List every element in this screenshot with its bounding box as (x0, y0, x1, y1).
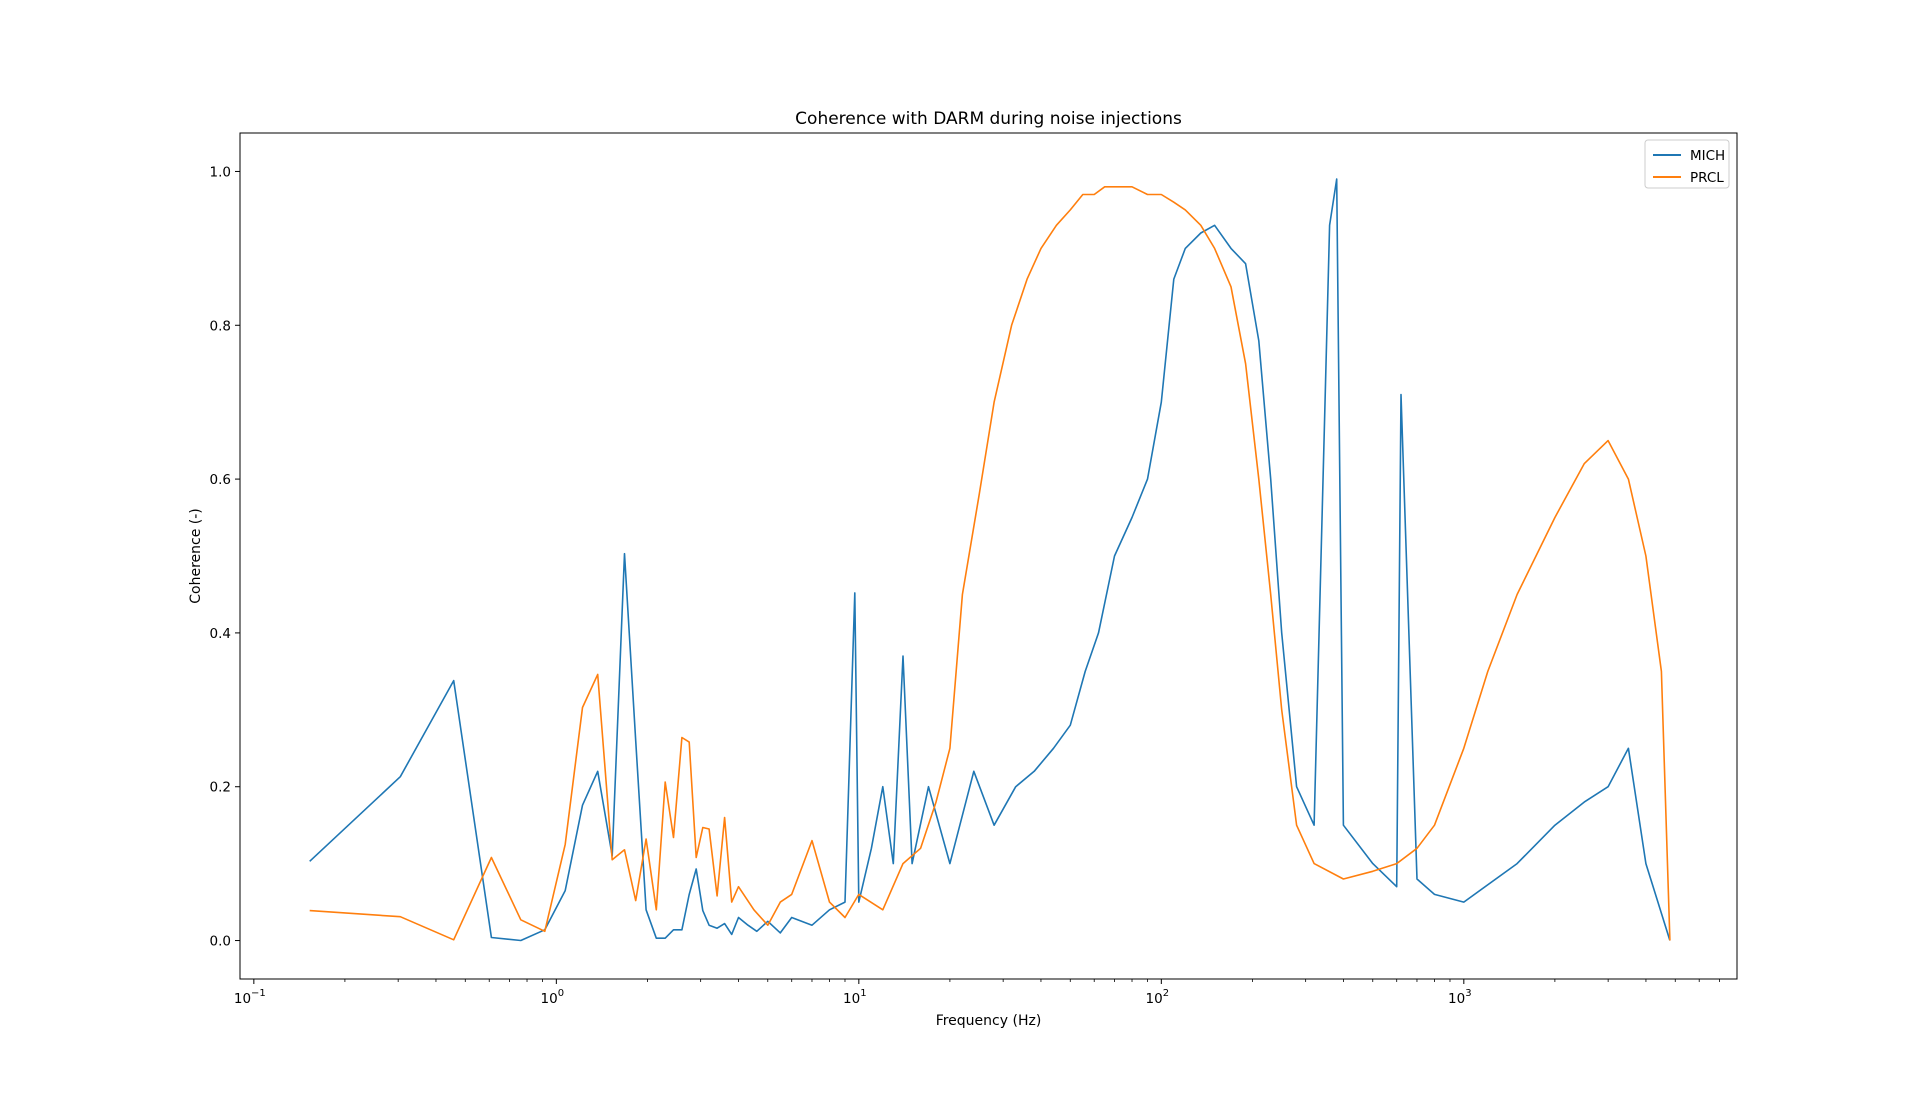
x-axis-label: Frequency (Hz) (936, 1013, 1042, 1029)
chart-title: Coherence with DARM during noise injecti… (795, 109, 1182, 129)
y-tick-label: 0.2 (210, 780, 231, 796)
y-tick-label: 1.0 (210, 164, 231, 180)
legend-label-mich: MICH (1690, 148, 1725, 164)
series-line-prcl (309, 186, 1671, 941)
legend: MICH PRCL (1644, 139, 1730, 189)
y-tick-label: 0.8 (210, 318, 231, 334)
y-tick-label: 0.6 (210, 472, 231, 488)
legend-label-prcl: PRCL (1690, 170, 1724, 186)
series-layer (309, 178, 1671, 942)
series-line-mich (309, 178, 1671, 942)
x-axis: 10−1 100 101 102 103 (234, 979, 1720, 1007)
y-axis: 0.0 0.2 0.4 0.6 0.8 1.0 (210, 164, 240, 950)
plot-frame (239, 132, 1738, 980)
y-axis-label: Coherence (-) (188, 508, 204, 604)
y-tick-label: 0.0 (210, 934, 231, 950)
y-tick-label: 0.4 (210, 626, 231, 642)
